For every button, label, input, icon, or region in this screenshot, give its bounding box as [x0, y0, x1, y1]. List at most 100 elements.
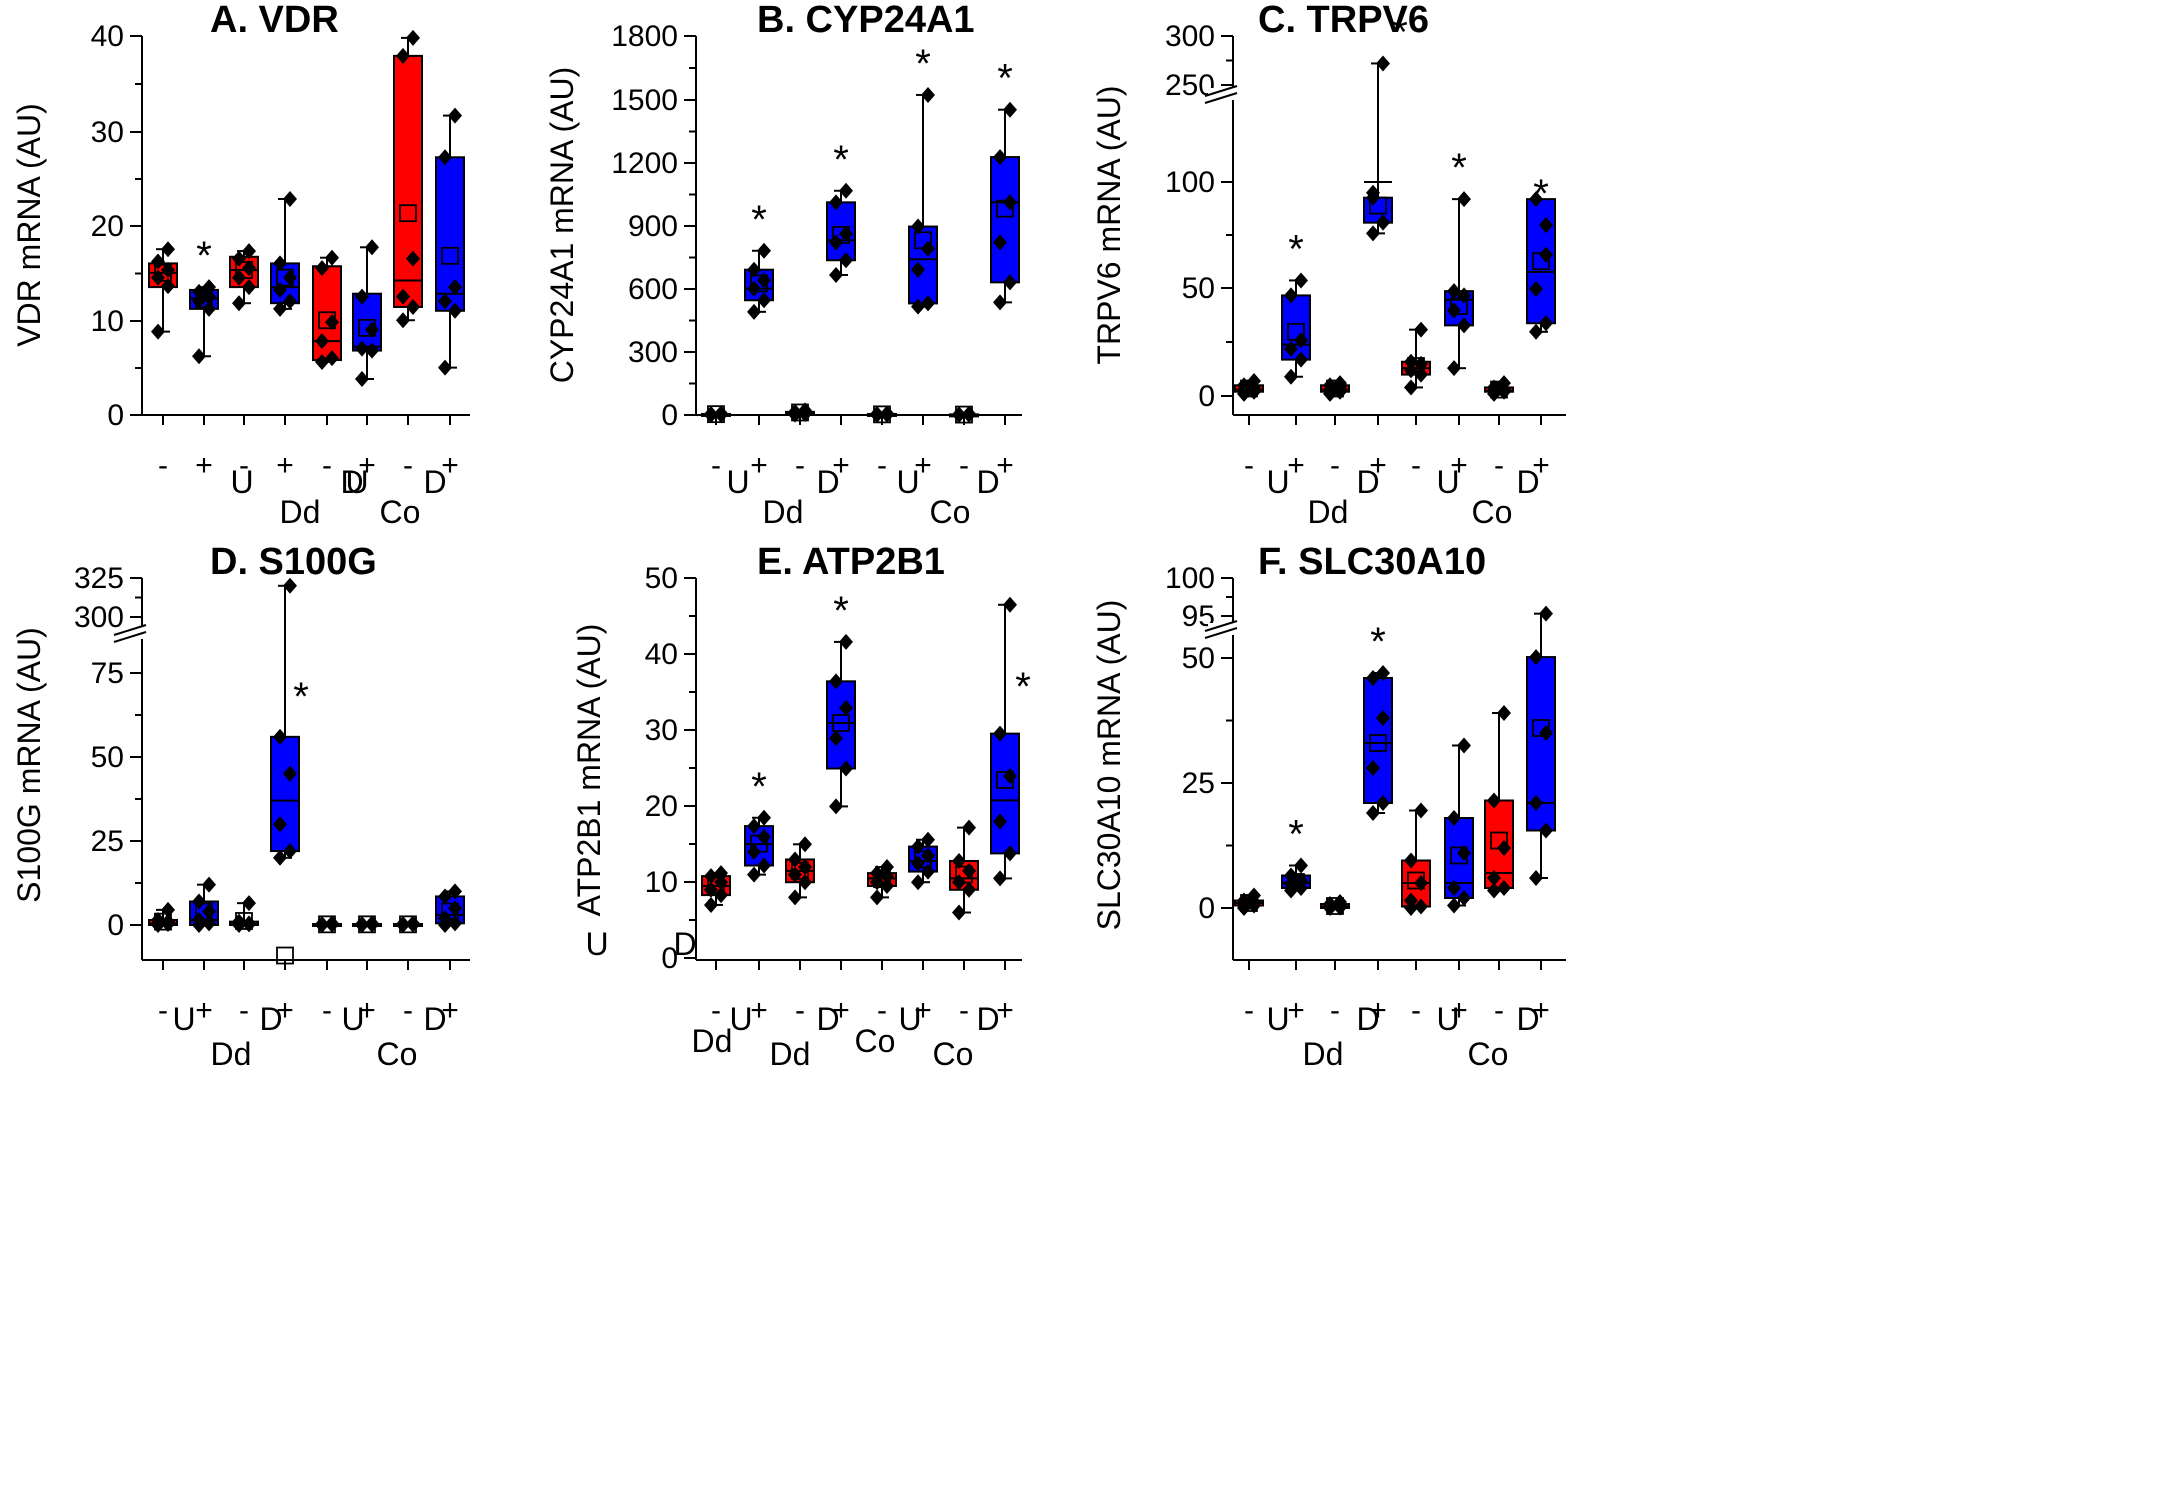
- data-point: [921, 831, 935, 848]
- y-tick-label: 0: [107, 399, 124, 432]
- data-point: [839, 182, 853, 199]
- data-point: [870, 405, 884, 422]
- data-point: [283, 765, 297, 782]
- data-point: [438, 293, 452, 310]
- data-point: [911, 218, 925, 235]
- data-point: [1003, 596, 1017, 613]
- data-point: [962, 862, 976, 879]
- data-point: [911, 261, 925, 278]
- y-tick-label: 1500: [611, 84, 678, 117]
- data-point: [952, 904, 966, 921]
- box-mean-marker: [441, 246, 459, 265]
- x-category-label: -: [1330, 994, 1340, 1027]
- data-point: [829, 266, 843, 283]
- box-iqr: [1363, 196, 1393, 224]
- data-point: [161, 241, 175, 258]
- group-label: Dd: [692, 1023, 733, 1059]
- group-label: Co: [1472, 494, 1513, 530]
- data-point: [788, 866, 802, 883]
- data-point: [202, 876, 216, 893]
- data-point: [952, 874, 966, 891]
- data-point: [1414, 355, 1428, 372]
- y-tick-label: 100: [1165, 562, 1215, 595]
- data-point: [151, 323, 165, 340]
- data-point: [798, 836, 812, 853]
- x-category-label: +: [1532, 994, 1550, 1027]
- data-point: [952, 406, 966, 423]
- group-label: U: [896, 464, 919, 500]
- group-label: D: [1356, 464, 1379, 500]
- box-iqr: [393, 54, 423, 308]
- x-category-label: -: [795, 994, 805, 1027]
- y-tick-label: 40: [91, 20, 124, 53]
- data-point: [993, 234, 1007, 251]
- data-point: [921, 863, 935, 880]
- data-point: [704, 868, 718, 885]
- data-point: [1404, 892, 1418, 909]
- y-axis-label: CYP24A1 mRNA (AU): [544, 67, 580, 384]
- panel-title: C. TRPV6: [1258, 0, 1429, 41]
- box-iqr: [990, 156, 1020, 284]
- data-point: [1447, 897, 1461, 914]
- x-category-label: +: [1287, 449, 1305, 482]
- data-point: [757, 272, 771, 289]
- data-point: [1497, 705, 1511, 721]
- data-point: [283, 190, 297, 207]
- data-point: [714, 405, 728, 422]
- data-point: [242, 915, 256, 932]
- data-point: [1366, 225, 1380, 242]
- data-point: [151, 911, 165, 928]
- x-category-label: -: [1244, 994, 1254, 1027]
- data-point: [1497, 840, 1511, 856]
- data-point: [962, 881, 976, 898]
- data-point: [355, 915, 369, 932]
- data-point: [192, 283, 206, 300]
- data-point: [1539, 605, 1553, 622]
- axis-break-mark: [1204, 85, 1238, 97]
- data-point: [283, 269, 297, 286]
- data-point: [704, 896, 718, 913]
- y-tick-label: 50: [91, 741, 124, 774]
- x-category-label: -: [403, 449, 413, 482]
- data-point: [829, 194, 843, 211]
- panel-b-cyp24a1: 0 300 600 900 1200 1500 1800 B. CYP24A1 CYP24A1 …: [544, 0, 1022, 530]
- axis-break-mark: [113, 631, 147, 643]
- box-iqr: [990, 732, 1020, 855]
- group-label: Co: [930, 494, 971, 530]
- group-label: U: [898, 1001, 921, 1037]
- data-point: [161, 901, 175, 918]
- data-point: [161, 278, 175, 295]
- y-tick-label: 0: [661, 399, 678, 432]
- x-category-label: -: [1411, 994, 1421, 1027]
- data-point: [1457, 317, 1471, 334]
- data-point: [1529, 323, 1543, 340]
- data-point: [242, 243, 256, 260]
- data-point: [242, 279, 256, 296]
- data-point: [839, 225, 853, 242]
- data-point: [1003, 101, 1017, 118]
- y-tick-label: 900: [628, 210, 678, 243]
- x-category-label: -: [1494, 994, 1504, 1027]
- data-point: [396, 288, 410, 305]
- data-point: [1376, 710, 1390, 726]
- data-point: [747, 818, 761, 835]
- data-point: [232, 295, 246, 312]
- data-point: [396, 312, 410, 329]
- data-point: [1284, 287, 1298, 304]
- group-label: Co: [1468, 1036, 1509, 1072]
- data-point: [1447, 302, 1461, 319]
- y-tick-label: 25: [1182, 767, 1215, 800]
- significance-star: *: [1533, 172, 1549, 216]
- data-point: [1247, 887, 1261, 904]
- data-point: [747, 843, 761, 860]
- y-tick-label: 50: [1182, 642, 1215, 675]
- data-point: [242, 895, 256, 912]
- data-point: [273, 849, 287, 866]
- axis-break-gap: [1208, 623, 1238, 635]
- significance-star: *: [915, 42, 931, 86]
- x-category-label: -: [1411, 449, 1421, 482]
- data-point: [315, 260, 329, 277]
